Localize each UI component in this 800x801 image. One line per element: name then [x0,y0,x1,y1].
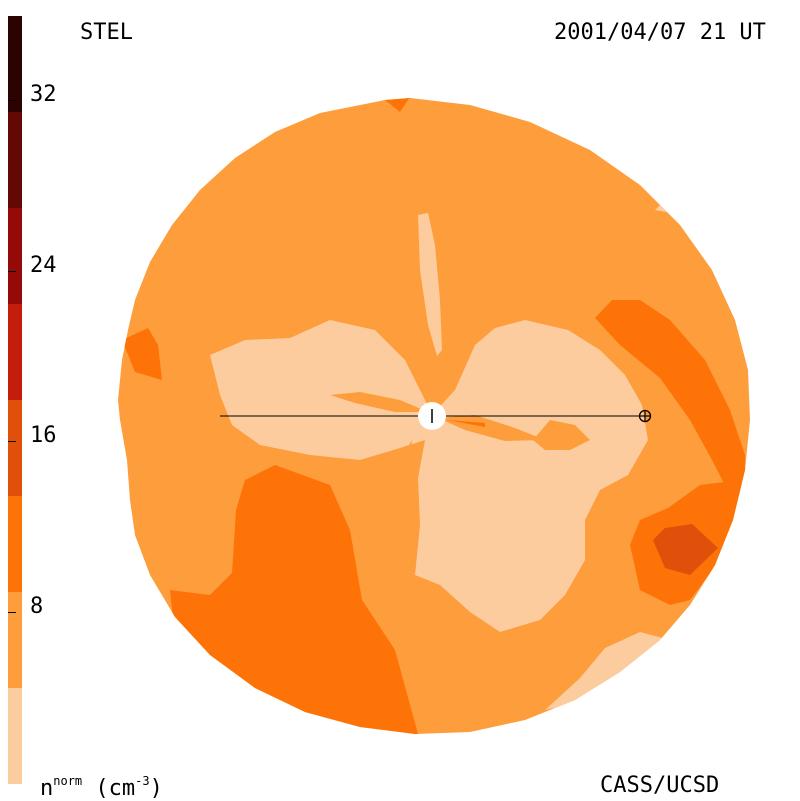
quantity-base: n [40,776,54,801]
streak-diagonal [376,440,412,512]
quantity-units-sup: -3 [135,774,150,788]
colorbar-segment [8,496,22,592]
colorbar-segment [8,16,22,112]
colorbar-tick-32 [8,100,16,101]
quantity-label: nnorm (cm-3) [40,775,163,800]
region-lower-right-light [545,632,670,710]
region-right-spot-darkest [653,524,718,575]
quantity-units-close: ) [149,776,163,801]
region-lower-left-dark [170,465,418,734]
colorbar-tick-label-8: 8 [30,594,44,619]
streak-right-thin [447,420,485,427]
quantity-units-open: (cm [95,776,136,801]
colorbar-segment [8,688,22,784]
colorbar-segment [8,208,22,304]
colorbar [8,16,22,784]
region-left-edge-dark [122,328,162,380]
colorbar-segment [8,400,22,496]
timestamp-label: 2001/04/07 21 UT [554,20,766,45]
colorbar-tick-8 [8,612,16,613]
colorbar-tick-label-32: 32 [30,82,57,107]
observatory-label: STEL [80,20,133,45]
region-northern-streamer-light [418,213,442,356]
streak-left [330,392,428,412]
region-right-arc-dark [595,300,745,495]
region-central-light [210,320,648,632]
quantity-sup: norm [53,774,83,788]
colorbar-segment [8,112,22,208]
colorbar-tick-16 [8,441,16,442]
colorbar-segment [8,304,22,400]
colorbar-segment [8,592,22,688]
colorbar-tick-label-16: 16 [30,423,57,448]
colorbar-tick-label-24: 24 [30,253,57,278]
streak-right-lobe [533,420,590,450]
credit-label: CASS/UCSD [600,773,720,798]
region-top-edge-dark [385,98,410,112]
colorbar-tick-24 [8,271,16,272]
